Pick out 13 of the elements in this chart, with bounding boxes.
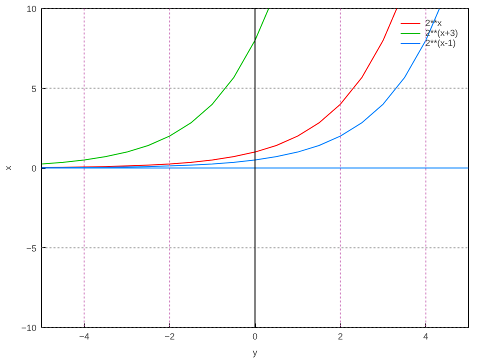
x-tick-label: 4 <box>423 332 428 342</box>
legend-label: 2**(x-1) <box>425 38 456 48</box>
x-tick-label: −4 <box>79 332 90 342</box>
y-tick-label: 5 <box>31 84 37 94</box>
x-tick-label: 0 <box>252 332 258 342</box>
y-tick-label: −10 <box>21 323 37 333</box>
x-tick-label: 2 <box>338 332 343 342</box>
y-tick-label: 10 <box>26 4 37 14</box>
x-tick-label: −2 <box>164 332 175 342</box>
y-tick-label: −5 <box>26 243 37 254</box>
y-tick-label: 0 <box>31 164 37 174</box>
x-axis-title: y <box>252 348 258 358</box>
y-axis-title: x <box>3 165 14 170</box>
